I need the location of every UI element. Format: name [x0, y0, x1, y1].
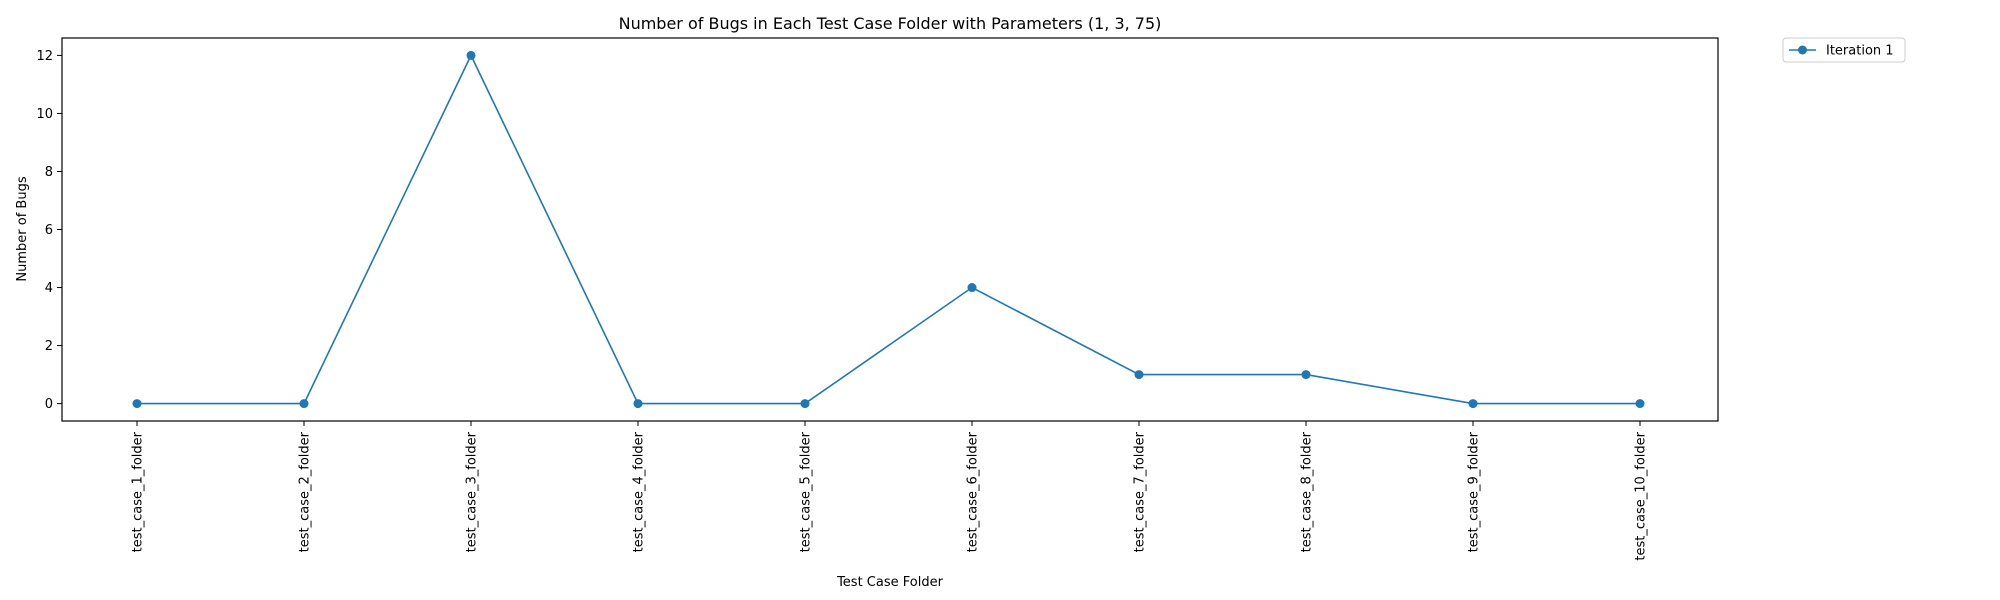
- x-axis: test_case_1_folder test_case_2_folder test…: [131, 421, 1649, 561]
- y-tick-label: 0: [45, 397, 53, 412]
- y-axis: 0 2 4 6 8 10 12: [36, 49, 62, 412]
- x-tick-label: test_case_6_folder: [966, 431, 981, 552]
- x-tick-label: test_case_2_folder: [298, 431, 313, 552]
- x-tick-label: test_case_5_folder: [799, 431, 814, 552]
- y-tick-label: 6: [45, 223, 53, 238]
- plot-area-frame: [61, 37, 1719, 422]
- chart-title: Number of Bugs in Each Test Case Folder …: [619, 14, 1162, 33]
- legend-frame: [1782, 37, 1906, 63]
- data-point: [132, 399, 142, 409]
- series-layer: [132, 50, 1645, 409]
- data-point: [466, 50, 476, 60]
- y-axis-label: Number of Bugs: [15, 176, 30, 281]
- y-tick-label: 8: [45, 165, 53, 180]
- data-point: [633, 399, 643, 409]
- x-tick-label: test_case_4_folder: [632, 431, 647, 552]
- x-tick-label: test_case_10_folder: [1634, 431, 1649, 560]
- legend: Iteration 1: [1782, 37, 1906, 63]
- data-point: [1134, 370, 1144, 380]
- legend-label: Iteration 1: [1826, 44, 1894, 59]
- series-line: [137, 53, 1640, 405]
- data-point: [299, 399, 309, 409]
- data-point: [1468, 399, 1478, 409]
- x-axis-label: Test Case Folder: [836, 575, 944, 590]
- x-tick-label: test_case_8_folder: [1300, 431, 1315, 552]
- data-point: [1635, 399, 1645, 409]
- data-point: [967, 283, 977, 293]
- y-tick-label: 10: [36, 107, 53, 122]
- data-point: [800, 399, 810, 409]
- data-point: [1301, 370, 1311, 380]
- x-tick-label: test_case_3_folder: [465, 431, 480, 552]
- x-tick-label: test_case_9_folder: [1467, 431, 1482, 552]
- legend-marker-sample: [1798, 45, 1807, 55]
- y-tick-label: 2: [45, 339, 53, 354]
- x-tick-label: test_case_1_folder: [131, 431, 146, 552]
- y-tick-label: 4: [45, 281, 53, 296]
- x-tick-label: test_case_7_folder: [1133, 431, 1148, 552]
- y-tick-label: 12: [36, 49, 53, 64]
